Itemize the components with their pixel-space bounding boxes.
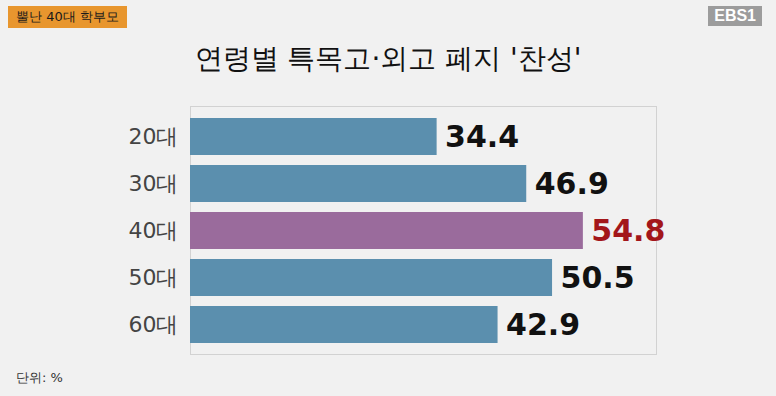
svg-text:30대: 30대	[129, 171, 179, 196]
html-text:연령별 특목고·외고 폐지 '찬성': 연령별 특목고·외고 폐지 '찬성'	[194, 42, 582, 75]
svg-text:34.4: 34.4	[445, 119, 519, 154]
svg-text:50대: 50대	[129, 265, 179, 290]
svg-text:54.8: 54.8	[591, 213, 665, 248]
svg-text:46.9: 46.9	[535, 166, 609, 201]
svg-text:40대: 40대	[129, 218, 179, 243]
svg-text:60대: 60대	[129, 312, 179, 337]
svg-text:50.5: 50.5	[561, 260, 635, 295]
html-text:단위: %: 단위: %	[16, 370, 63, 385]
html-text:뿔난 40대 학부모: 뿔난 40대 학부모	[16, 9, 119, 24]
svg-text:20대: 20대	[129, 124, 179, 149]
html-text:EBS1: EBS1	[714, 7, 756, 24]
svg-text:42.9: 42.9	[506, 307, 580, 342]
